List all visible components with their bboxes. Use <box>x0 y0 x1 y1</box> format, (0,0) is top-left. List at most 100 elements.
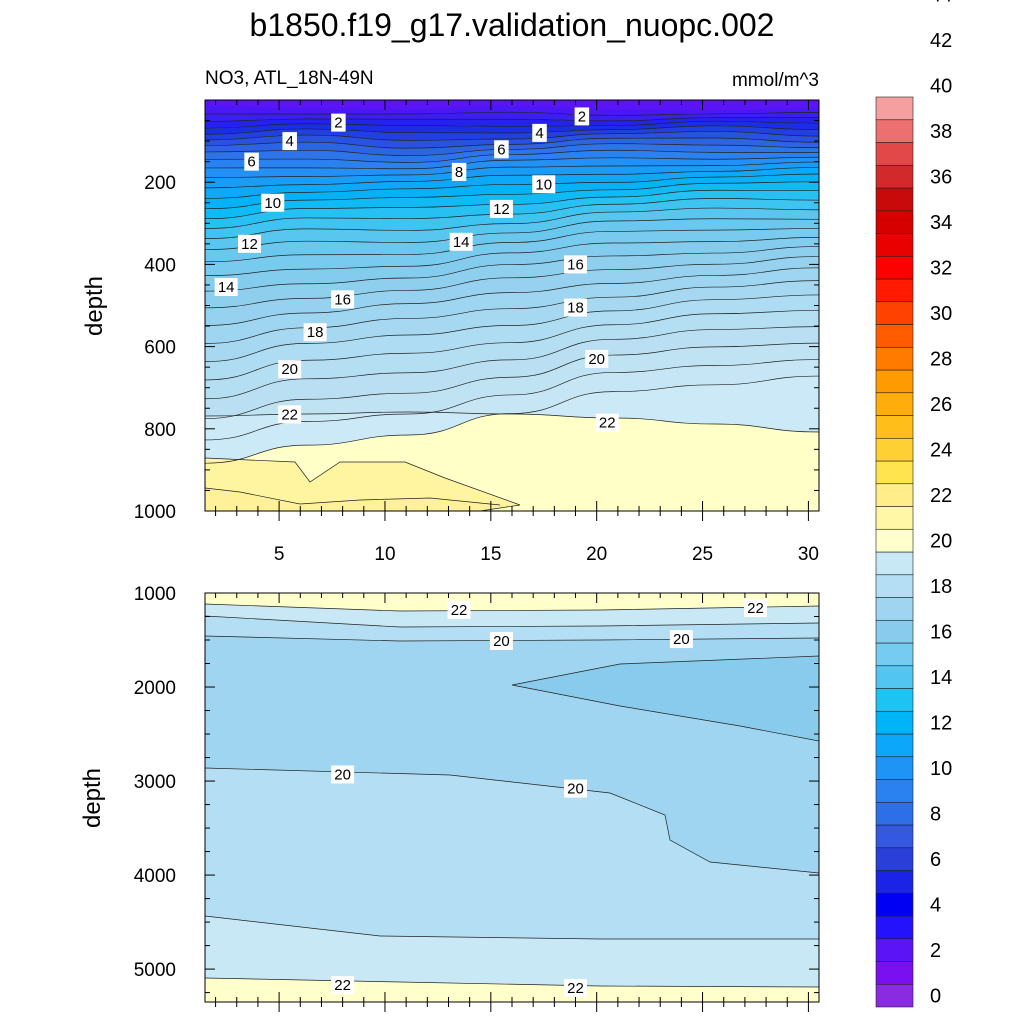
colorbar-box <box>875 460 914 485</box>
lower-contour-label-bg <box>743 599 767 618</box>
colorbar-tick-label: 2 <box>930 940 941 962</box>
colorbar-tick-label: 26 <box>930 394 952 416</box>
colorbar-tick-label: 16 <box>930 622 952 644</box>
colorbar-tick-label: 18 <box>930 576 952 598</box>
units-label: mmol/m^3 <box>732 70 819 91</box>
upper-x-tick-labels: 5 10 15 20 25 30 <box>274 544 819 565</box>
upper-contour-line <box>205 181 819 210</box>
upper-contour-line <box>205 310 819 381</box>
upper-contour-label-bg <box>449 232 473 251</box>
upper-contour-label: 2 <box>578 108 586 125</box>
colorbar-tick-label: 28 <box>930 349 952 371</box>
colorbar-box <box>875 961 914 985</box>
upper-contour-band <box>205 157 819 178</box>
colorbar-box <box>875 96 914 121</box>
colorbar-tick-label: 32 <box>930 258 952 280</box>
lower-band-top-22 <box>205 593 819 611</box>
colorbar-box <box>875 574 914 598</box>
colorbar-tick-label: 40 <box>930 76 952 98</box>
colorbar-box <box>875 619 914 644</box>
upper-contour-lines <box>205 111 819 511</box>
colorbar-box <box>875 164 914 189</box>
upper-contour-band <box>205 117 819 129</box>
upper-contour-band <box>205 218 819 262</box>
colorbar-box <box>875 142 914 166</box>
upper-contour-label-bg <box>237 234 261 253</box>
upper-contour-line <box>205 256 819 309</box>
upper-contour-label-bg <box>494 140 509 159</box>
lower-contour-label: 20 <box>493 633 510 650</box>
colorbar-tick-labels: 0246810121416182022242628303234363840424… <box>930 0 952 1008</box>
upper-contour-label-bg <box>595 413 619 432</box>
upper-contour-fill <box>205 100 819 511</box>
colorbar-box <box>875 892 914 917</box>
upper-contour-label: 16 <box>567 256 584 273</box>
upper-contour-line <box>205 173 819 199</box>
colorbar-box <box>875 255 914 280</box>
upper-contour-label: 4 <box>535 125 543 142</box>
upper-contour-band <box>205 294 819 380</box>
upper-y-tick-label: 200 <box>144 173 176 194</box>
colorbar-box <box>875 938 914 962</box>
lower-contour-label-bg <box>564 978 588 997</box>
upper-contour-line <box>205 342 819 419</box>
upper-y-axis-label: depth <box>81 276 108 336</box>
upper-contour-label: 16 <box>334 291 351 308</box>
upper-contour-label-bg <box>532 123 547 142</box>
lower-contour-label: 22 <box>747 600 764 617</box>
upper-x-tick-label: 10 <box>374 544 395 565</box>
upper-contour-line <box>205 131 819 141</box>
upper-contour-label-bg <box>303 323 327 342</box>
lower-contour-label: 20 <box>567 781 584 798</box>
colorbar-box <box>875 278 914 303</box>
colorbar-tick-label: 14 <box>930 667 952 689</box>
lower-contour-line <box>205 767 819 874</box>
lower-y-tick-label: 5000 <box>134 960 176 981</box>
lower-band-top-20b <box>205 616 819 641</box>
upper-contour-band <box>205 167 819 199</box>
upper-contour-label: 18 <box>567 300 584 317</box>
colorbar-box <box>875 847 914 871</box>
upper-contour-line <box>205 167 819 189</box>
upper-contour-label: 20 <box>588 351 605 368</box>
colorbar-tick-label: 0 <box>930 986 941 1008</box>
upper-contour-label-bg <box>564 298 588 317</box>
colorbar-box <box>875 324 914 348</box>
colorbar: 0246810121416182022242628303234363840424… <box>875 0 952 1008</box>
colorbar-tick-label: 4 <box>930 895 941 917</box>
upper-contour-label-bg <box>451 162 467 181</box>
colorbar-box <box>875 233 914 257</box>
upper-x-tick-label: 30 <box>798 544 819 565</box>
colorbar-tick-label: 24 <box>930 440 952 462</box>
upper-contour-band <box>205 137 819 156</box>
colorbar-box <box>875 119 914 143</box>
upper-contour-label: 6 <box>497 141 505 158</box>
upper-y-tick-label: 400 <box>144 255 176 276</box>
lower-contour-label: 20 <box>673 631 690 648</box>
upper-contour-label-bg <box>278 405 302 424</box>
colorbar-box <box>875 187 914 212</box>
upper-contour-label: 6 <box>247 154 255 171</box>
colorbar-box <box>875 756 914 780</box>
upper-contour-line <box>205 246 819 292</box>
colorbar-box <box>875 915 914 940</box>
colorbar-box <box>875 346 914 371</box>
colorbar-box <box>875 437 914 462</box>
figure-title: b1850.f19_g17.validation_nuopc.002 <box>250 7 775 43</box>
colorbar-box <box>875 392 914 416</box>
upper-contour-line <box>205 375 819 464</box>
upper-contour-line <box>205 116 819 122</box>
lower-contour-line <box>205 603 819 612</box>
upper-contour-line <box>205 125 819 135</box>
upper-contour-band <box>205 267 819 344</box>
lower-axis-ticks <box>205 592 819 1012</box>
upper-contour-band <box>205 208 819 250</box>
lower-contour-label: 20 <box>334 766 351 783</box>
upper-contour-label-bg <box>244 152 259 171</box>
colorbar-box <box>875 642 914 667</box>
upper-contour-band <box>205 198 819 239</box>
colorbar-tick-label: 22 <box>930 485 952 507</box>
upper-contour-band <box>205 376 819 464</box>
upper-contour-line <box>205 326 819 400</box>
colorbar-box <box>875 824 914 849</box>
